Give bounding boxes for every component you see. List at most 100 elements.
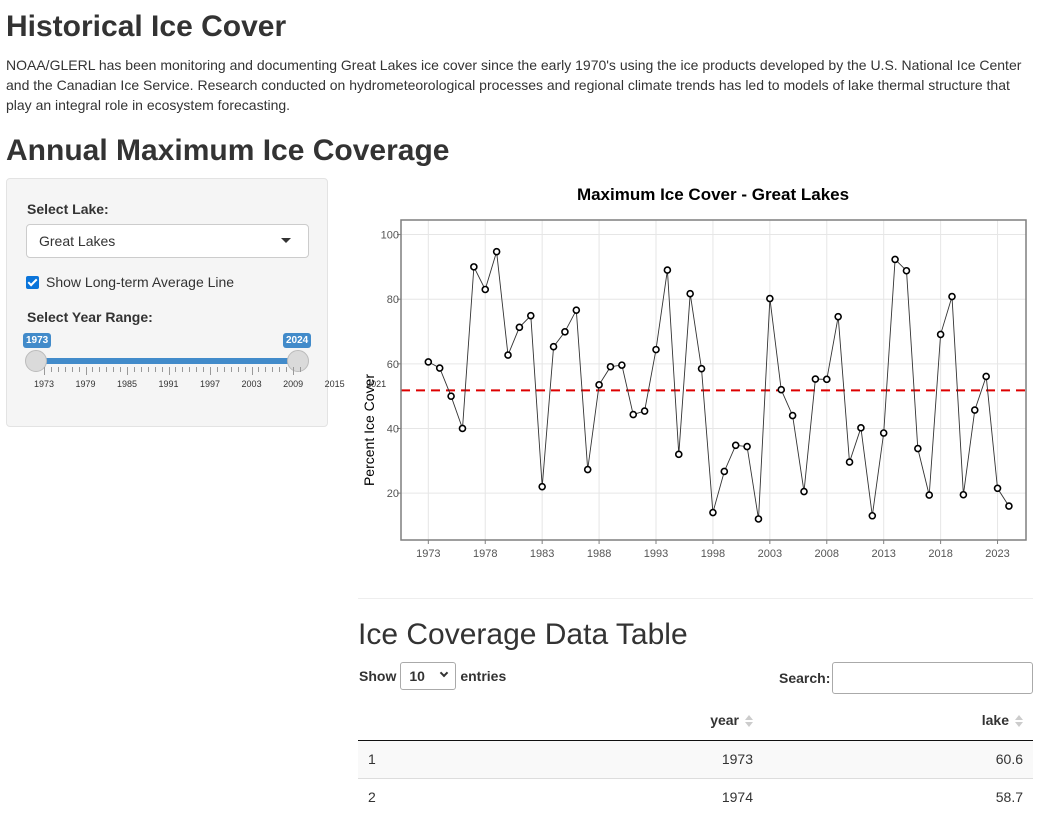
data-point (538, 482, 546, 491)
slider-min-badge: 1973 (23, 333, 52, 348)
slider-tick (210, 367, 212, 375)
slider-tick (189, 367, 191, 372)
x-tick-label: 2018 (928, 548, 952, 560)
x-tick-label: 2003 (758, 548, 782, 560)
entries-label: entries (460, 668, 507, 684)
slider-tick (168, 367, 170, 375)
show-average-label: Show Long-term Average Line (46, 274, 235, 290)
slider-tick (244, 367, 246, 372)
slider-tick (92, 367, 94, 372)
table-cell-lake: 60.6 (763, 739, 1033, 778)
data-point (583, 465, 592, 474)
slider-tick (286, 367, 288, 372)
data-point (595, 381, 603, 389)
show-average-checkbox[interactable] (26, 275, 39, 289)
slider-tick (64, 367, 66, 372)
data-point (629, 410, 638, 419)
y-tick-label: 80 (387, 294, 399, 306)
sort-icon (745, 714, 753, 728)
year-range-slider[interactable]: 1973 2024 1973 1979 1985 1991 1997 2003 2009 20… (23, 329, 386, 399)
show-average-option[interactable]: Show Long-term Average Line (26, 274, 234, 290)
data-point (857, 424, 865, 432)
data-point (822, 375, 831, 384)
column-header-index[interactable] (358, 700, 538, 741)
slider-tick (99, 367, 101, 372)
data-point (561, 328, 569, 336)
data-point (879, 429, 888, 437)
slider-tick-label: 1985 (117, 379, 138, 389)
slider-tick (154, 367, 156, 372)
entries-select[interactable]: 10 (400, 662, 457, 690)
data-point (800, 487, 808, 496)
slider-tick (78, 367, 80, 372)
data-point (549, 342, 558, 351)
slider-max-handle[interactable] (287, 350, 309, 372)
slider-tick (140, 367, 142, 372)
search-input[interactable] (832, 662, 1033, 694)
sort-icon (1015, 714, 1023, 728)
slider-tick (133, 367, 135, 372)
chart-grid (401, 220, 1026, 540)
data-point (743, 442, 751, 451)
section-divider (358, 598, 1033, 599)
section-title: Annual Maximum Ice Coverage (6, 134, 450, 167)
table-cell-index: 1 (358, 739, 538, 778)
data-point (697, 364, 706, 373)
slider-tick (230, 367, 232, 372)
ice-cover-chart: Maximum Ice Cover - Great Lakes Percent … (361, 185, 1027, 560)
lake-select[interactable]: Great Lakes (26, 224, 309, 258)
data-point (663, 266, 672, 274)
series-points-group (424, 247, 1013, 523)
data-point (902, 266, 911, 275)
y-axis-label: Percent Ice Cover (361, 374, 377, 486)
slider-tick (293, 367, 295, 375)
data-point (731, 441, 740, 450)
data-point (606, 362, 615, 371)
slider-tick (223, 367, 225, 372)
data-point (674, 450, 683, 459)
slider-tick-label: 1991 (158, 379, 179, 389)
show-entries-control: Show 10 entries (359, 662, 506, 690)
slider-tick-label: 2015 (324, 379, 345, 389)
slider-tick-label: 1997 (200, 379, 221, 389)
data-point (515, 323, 524, 332)
slider-tick (203, 367, 205, 372)
slider-tick (300, 367, 301, 372)
slider-tick (237, 367, 239, 372)
series-line-group (428, 251, 1010, 520)
sidebar-panel: Select Lake: Great Lakes Show Long-term … (6, 178, 386, 427)
y-tick-label: 100 (381, 230, 399, 242)
slider-tick (182, 367, 184, 372)
x-tick-label: 2008 (815, 548, 839, 560)
column-header-year[interactable]: year (538, 700, 763, 741)
data-point (640, 407, 649, 415)
data-point (424, 358, 433, 366)
slider-tick (85, 367, 87, 375)
data-point (914, 444, 922, 453)
data-point (504, 351, 512, 359)
data-point (435, 364, 444, 372)
table-row: 2 1974 58.7 (358, 777, 1033, 813)
slider-selected-range[interactable] (36, 358, 298, 364)
data-point (754, 515, 763, 523)
slider-tick (265, 367, 267, 372)
slider-tick (272, 367, 274, 372)
slider-tick (106, 367, 108, 372)
data-point (686, 289, 694, 298)
column-header-lake[interactable]: lake (763, 700, 1033, 741)
table-cell-index: 2 (358, 777, 538, 813)
slider-tick (147, 367, 149, 372)
y-tick-label: 40 (387, 423, 399, 435)
slider-tick (120, 367, 122, 372)
slider-tick (44, 367, 45, 375)
slider-tick (175, 367, 177, 372)
data-point (652, 345, 660, 354)
data-point (845, 458, 854, 466)
data-point (618, 361, 626, 369)
data-point (526, 311, 535, 320)
slider-tick-label: 2003 (241, 379, 262, 389)
slider-min-handle[interactable] (25, 350, 47, 372)
y-tick-label: 60 (387, 359, 399, 371)
data-point (572, 306, 581, 314)
page-title: Historical Ice Cover (6, 10, 287, 43)
